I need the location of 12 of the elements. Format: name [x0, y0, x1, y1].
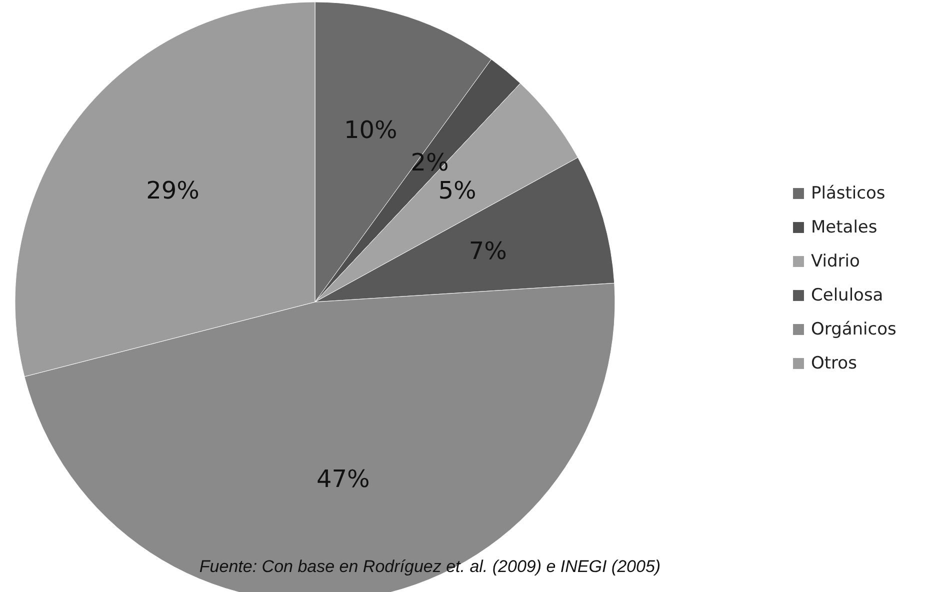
legend-label: Vidrio	[811, 252, 860, 272]
data-label: 7%	[468, 236, 507, 265]
legend-label: Orgánicos	[811, 320, 897, 340]
data-label: 10%	[344, 116, 398, 144]
data-label: 5%	[438, 176, 476, 205]
data-label: 29%	[146, 176, 200, 205]
legend-label: Celulosa	[811, 286, 884, 306]
legend-label: Plásticos	[811, 184, 886, 204]
legend-label: Metales	[811, 218, 878, 238]
legend-label: Otros	[811, 354, 858, 374]
source-note: Fuente: Con base en Rodríguez et. al. (2009) e INEGI (2005)	[199, 557, 661, 576]
data-label: 47%	[316, 464, 370, 493]
